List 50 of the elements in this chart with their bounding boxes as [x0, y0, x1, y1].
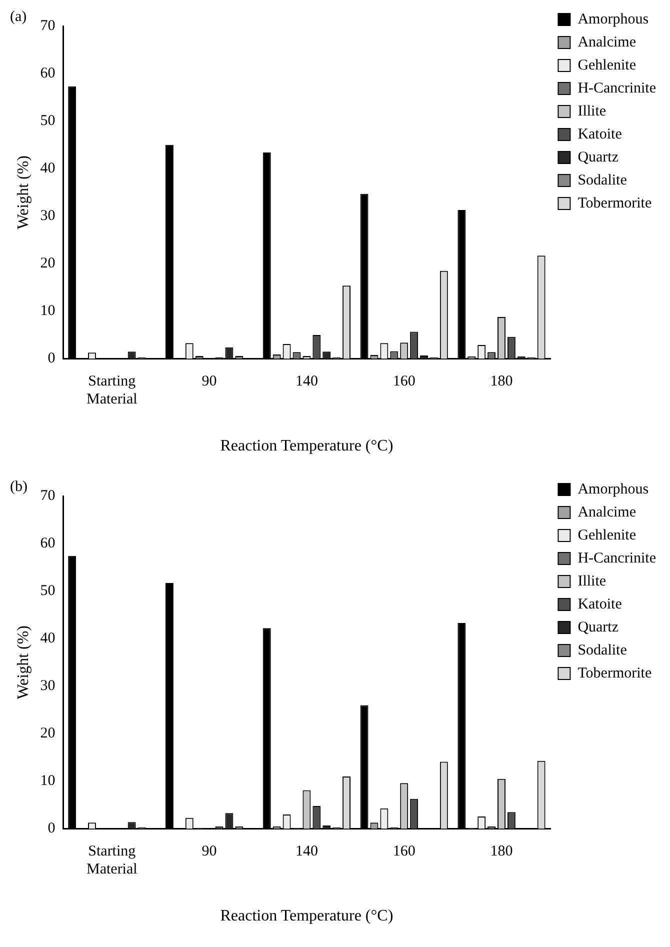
legend-label: Quartz — [578, 619, 619, 636]
y-tick-label: 50 — [40, 113, 56, 130]
y-tick-label: 10 — [40, 773, 56, 790]
y-tick-label: 70 — [40, 488, 56, 504]
x-tick-label: 160 — [392, 374, 416, 390]
y-tick-label: 40 — [40, 160, 56, 177]
legend-label: Gehlenite — [578, 527, 636, 544]
legend-label: H-Cancrinite — [578, 80, 656, 96]
legend-label: Analcime — [578, 34, 636, 50]
x-axis-title: Reaction Temperature (°C) — [220, 908, 394, 925]
x-tick-label: Starting Material — [86, 844, 138, 878]
legend-label: Amorphous — [578, 11, 649, 28]
legend-label: Amorphous — [578, 481, 649, 498]
y-tick-label: 40 — [40, 630, 56, 647]
y-tick-label: 0 — [48, 820, 56, 837]
x-tick-label: Starting Material — [86, 374, 138, 408]
legend-label: Katoite — [578, 596, 622, 612]
x-axis-title: Reaction Temperature (°C) — [220, 438, 394, 455]
y-tick-label: 30 — [40, 208, 56, 224]
chart-title: (a) — [10, 8, 27, 25]
x-tick-label: 140 — [295, 844, 318, 860]
y-tick-label: 10 — [40, 303, 56, 320]
legend-label: H-Cancrinite — [578, 550, 656, 566]
y-tick-label: 0 — [48, 350, 56, 367]
legend-label: Quartz — [578, 149, 619, 166]
legend-label: Katoite — [578, 126, 622, 142]
y-tick-label: 20 — [40, 726, 56, 742]
legend-label: Tobermorite — [578, 665, 652, 682]
chart-title: (b) — [10, 478, 28, 495]
legend-label: Gehlenite — [578, 57, 636, 74]
legend-label: Tobermorite — [578, 195, 652, 212]
legend-label: Illite — [578, 103, 606, 120]
y-axis-title: Weight (%) — [14, 626, 32, 700]
x-tick-label: 90 — [202, 844, 217, 860]
y-tick-label: 30 — [40, 678, 56, 694]
x-tick-label: 180 — [490, 844, 513, 860]
legend-label: Sodalite — [578, 642, 628, 658]
legend-label: Analcime — [578, 504, 636, 520]
x-tick-label: 140 — [295, 374, 318, 390]
y-tick-label: 50 — [40, 583, 56, 600]
x-tick-label: 90 — [202, 374, 217, 390]
y-tick-label: 20 — [40, 256, 56, 272]
x-tick-label: 160 — [392, 844, 416, 860]
y-axis-title: Weight (%) — [14, 156, 32, 230]
x-tick-label: 180 — [490, 374, 513, 390]
y-tick-label: 60 — [40, 65, 56, 82]
y-tick-label: 60 — [40, 535, 56, 552]
legend-label: Illite — [578, 573, 606, 590]
legend-label: Sodalite — [578, 172, 628, 188]
y-tick-label: 70 — [40, 18, 56, 34]
